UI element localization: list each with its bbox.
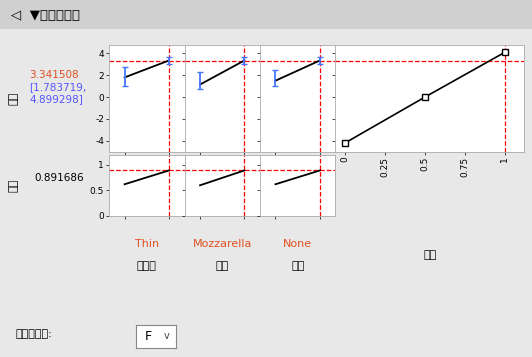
Text: 概率: 概率 xyxy=(9,178,18,192)
Text: 0.891686: 0.891686 xyxy=(35,173,84,183)
Text: 馅饼皮: 馅饼皮 xyxy=(137,261,157,271)
Text: [1.783719,
4.899298]: [1.783719, 4.899298] xyxy=(29,82,87,104)
Text: Mozzarella: Mozzarella xyxy=(193,239,252,249)
Text: 馅料: 馅料 xyxy=(291,261,304,271)
Text: 奶酪: 奶酪 xyxy=(215,261,229,271)
Text: 意愿: 意愿 xyxy=(423,250,436,260)
Text: v: v xyxy=(164,331,170,342)
Text: ◁  ▼效用刻画器: ◁ ▼效用刻画器 xyxy=(11,9,80,22)
Text: None: None xyxy=(283,239,312,249)
Text: 测试对象项:: 测试对象项: xyxy=(16,329,53,339)
Text: 效用: 效用 xyxy=(9,91,18,105)
Text: F: F xyxy=(145,330,152,343)
Text: Thin: Thin xyxy=(135,239,159,249)
Text: 3.341508: 3.341508 xyxy=(29,70,79,80)
